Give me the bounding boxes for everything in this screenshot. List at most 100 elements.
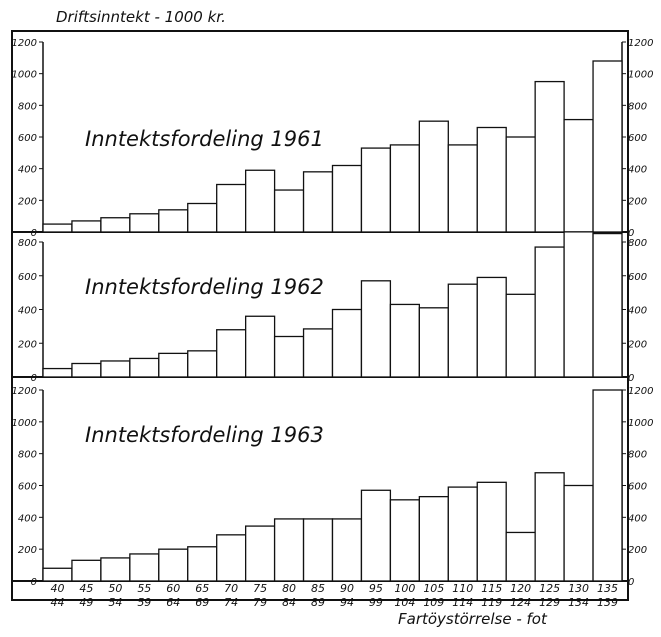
y-axis-title: Driftsinntekt - 1000 kr. [56, 8, 226, 26]
bar [244, 525, 276, 582]
x-tick-label-bottom: 59 [137, 596, 151, 609]
bar [331, 308, 363, 378]
y-tick-label-right: 800 [628, 450, 647, 461]
y-tick-label-left: 1200 [12, 386, 37, 397]
y-tick-label-left: 1000 [12, 70, 37, 81]
bar [592, 60, 623, 233]
y-tick-label-right: 1200 [628, 38, 653, 49]
x-tick-label-bottom: 109 [423, 596, 444, 609]
x-tick-label-bottom: 134 [568, 596, 589, 609]
bar [418, 495, 449, 582]
bar [42, 567, 73, 582]
bar [129, 553, 160, 582]
bar [505, 293, 536, 378]
bar [418, 307, 449, 378]
bar [360, 147, 392, 233]
x-tick-label-bottom: 69 [195, 596, 209, 609]
x-tick-label-top: 45 [79, 582, 93, 595]
bar [592, 389, 623, 582]
y-tick-label-left: 600 [18, 482, 37, 493]
x-tick-label-top: 90 [340, 582, 354, 595]
bar [592, 232, 623, 378]
bar [244, 169, 276, 233]
bar [302, 328, 334, 378]
bar [476, 481, 507, 582]
y-tick-label-left: 600 [18, 272, 37, 283]
y-tick-label-right: 1000 [628, 70, 653, 81]
bar [187, 546, 218, 582]
y-tick-label-left: 400 [18, 513, 37, 524]
bar [100, 217, 131, 233]
x-tick-label-top: 75 [253, 582, 267, 595]
y-tick-label-right: 400 [628, 513, 647, 524]
x-tick-label-bottom: 64 [166, 596, 180, 609]
y-tick-label-right: 1200 [628, 386, 653, 397]
y-tick-label-right: 600 [628, 133, 647, 144]
bar [360, 489, 392, 582]
x-tick-label-top: 95 [369, 582, 383, 595]
y-tick-label-left: 800 [18, 101, 37, 112]
bar [244, 315, 276, 378]
bar [389, 499, 420, 582]
bar [42, 367, 73, 378]
x-tick-label-bottom: 114 [452, 596, 473, 609]
y-tick-label-left: 600 [18, 133, 37, 144]
bar [389, 144, 420, 233]
y-tick-label-right: 200 [628, 196, 647, 207]
x-tick-label-bottom: 104 [394, 596, 415, 609]
panel-title: Inntektsfordeling 1963 [85, 423, 324, 447]
x-tick-label-bottom: 49 [79, 596, 93, 609]
bar [100, 557, 131, 582]
y-tick-label-left: 1200 [12, 38, 37, 49]
bar [447, 486, 478, 582]
x-tick-label-bottom: 139 [597, 596, 618, 609]
y-tick-label-right: 600 [628, 482, 647, 493]
bar [158, 209, 189, 233]
x-tick-label-top: 125 [539, 582, 560, 595]
y-tick-label-left: 0 [31, 577, 37, 588]
bar [389, 303, 420, 378]
y-tick-label-right: 0 [628, 577, 634, 588]
bar [534, 246, 565, 378]
x-tick-label-bottom: 124 [510, 596, 531, 609]
bar [534, 80, 565, 233]
y-tick-label-left: 0 [31, 373, 37, 384]
y-tick-label-left: 200 [18, 339, 37, 350]
y-tick-label-right: 0 [628, 373, 634, 384]
panel-title: Inntektsfordeling 1962 [85, 275, 324, 299]
y-tick-label-left: 0 [31, 228, 37, 239]
chart-frame [11, 30, 629, 601]
bar [476, 276, 507, 378]
bar [71, 362, 102, 378]
x-tick-label-bottom: 84 [282, 596, 296, 609]
y-tick-label-left: 400 [18, 165, 37, 176]
y-tick-label-right: 200 [628, 339, 647, 350]
x-tick-label-top: 100 [394, 582, 415, 595]
bar [158, 352, 189, 378]
x-tick-label-top: 85 [311, 582, 325, 595]
y-tick-label-right: 1000 [628, 418, 653, 429]
x-tick-label-top: 105 [423, 582, 444, 595]
x-tick-label-top: 115 [481, 582, 502, 595]
bar [42, 223, 73, 233]
x-tick-label-bottom: 119 [481, 596, 502, 609]
bar [534, 472, 565, 582]
bar [216, 329, 247, 378]
y-tick-label-right: 800 [628, 238, 647, 249]
x-tick-label-bottom: 89 [311, 596, 325, 609]
y-tick-label-left: 200 [18, 545, 37, 556]
bar [563, 484, 594, 582]
bar [476, 126, 507, 233]
bar [273, 518, 305, 582]
bar [360, 280, 392, 378]
x-tick-label-bottom: 99 [369, 596, 383, 609]
panel-title: Inntektsfordeling 1961 [85, 127, 324, 151]
bar [216, 534, 247, 582]
x-tick-label-top: 65 [195, 582, 209, 595]
y-tick-label-left: 200 [18, 196, 37, 207]
bar [505, 136, 536, 233]
x-tick-label-bottom: 54 [108, 596, 122, 609]
bar [418, 120, 449, 233]
y-tick-label-left: 1000 [12, 418, 37, 429]
